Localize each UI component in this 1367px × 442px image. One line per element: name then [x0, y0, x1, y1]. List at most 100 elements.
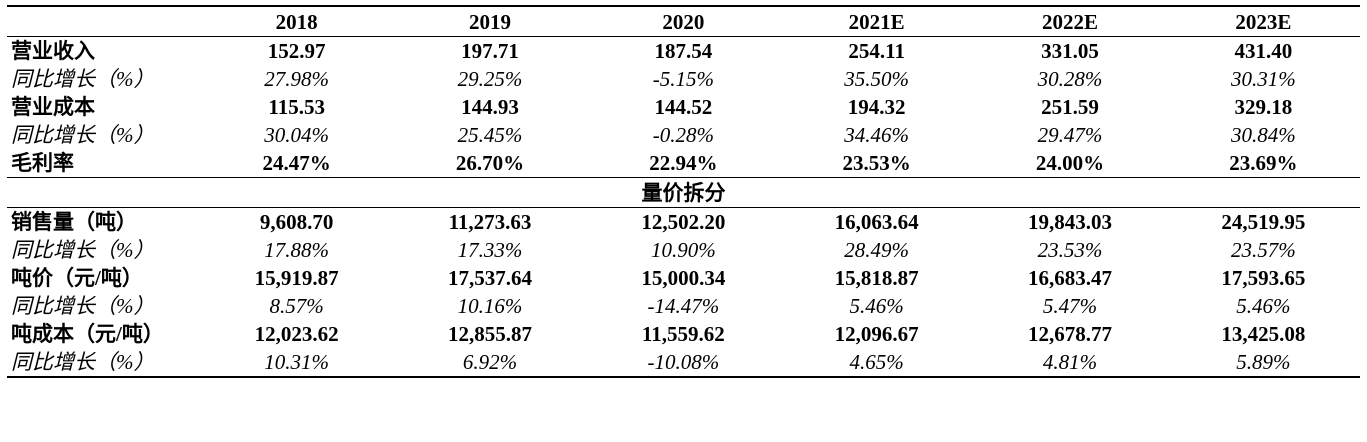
table-cell: 23.57% [1230, 238, 1296, 262]
table-cell: 8.57% [269, 294, 324, 318]
table-cell: 30.28% [1037, 67, 1103, 91]
table-cell: -5.15% [652, 67, 714, 91]
table-body-financials: 营业收入 152.97 197.71 187.54 254.11 331.05 431.40… [7, 37, 1360, 178]
table-row: 同比增长（%） 8.57% 10.16% -14.47% 5.46% 5.47% 5.46% [7, 292, 1360, 320]
row-label: 营业收入 [11, 39, 95, 63]
header-cell-2018: 2018 [200, 7, 394, 37]
table-cell: 4.81% [1042, 350, 1098, 374]
table-cell: 17.33% [457, 238, 523, 262]
table-cell: -10.08% [647, 350, 720, 374]
table-cell: 144.52 [654, 95, 713, 119]
table-row: 同比增长（%） 10.31% 6.92% -10.08% 4.65% 4.81% 5.89% [7, 348, 1360, 376]
table-cell: 26.70% [455, 151, 525, 175]
table-cell: 15,919.87 [254, 266, 339, 290]
header-cell-2020: 2020 [586, 7, 780, 37]
table-row: 同比增长（%） 27.98% 29.25% -5.15% 35.50% 30.28% 30.… [7, 65, 1360, 93]
table-cell: 34.46% [844, 123, 910, 147]
table-row: 同比增长（%） 17.88% 17.33% 10.90% 28.49% 23.53% 23.… [7, 236, 1360, 264]
table-cell: 12,678.77 [1027, 322, 1112, 346]
table-cell: 12,096.67 [834, 322, 919, 346]
header-cell-2021e: 2021E [780, 7, 974, 37]
table-cell: 27.98% [264, 67, 330, 91]
table-cell: 24,519.95 [1221, 210, 1306, 234]
table-cell: 10.90% [650, 238, 716, 262]
table-cell: 187.54 [654, 39, 713, 63]
table-cell: 16,063.64 [834, 210, 919, 234]
table-cell: 197.71 [461, 39, 519, 63]
table-cell: 5.89% [1236, 350, 1291, 374]
table-row: 吨价（元/吨） 15,919.87 17,537.64 15,000.34 15,818… [7, 264, 1360, 292]
table-cell: 30.04% [264, 123, 330, 147]
table-cell: -0.28% [652, 123, 714, 147]
section-title: 量价拆分 [7, 177, 1360, 208]
table-cell: 28.49% [844, 238, 910, 262]
table-cell: 29.25% [457, 67, 523, 91]
table-cell: 152.97 [267, 39, 326, 63]
table-cell: 115.53 [268, 95, 325, 119]
table-cell: 251.59 [1041, 95, 1099, 119]
forecast-table-container: 2018 2019 2020 2021E 2022E 2023E 营业收入 152… [7, 5, 1360, 378]
table-cell: 17,537.64 [448, 266, 532, 290]
table-cell: 10.31% [264, 350, 330, 374]
table-cell: 19,843.03 [1027, 210, 1112, 234]
row-label: 毛利率 [11, 151, 74, 175]
table-cell: 6.92% [462, 350, 518, 374]
table-cell: 5.46% [1236, 294, 1291, 318]
header-row: 2018 2019 2020 2021E 2022E 2023E [7, 7, 1360, 37]
table-row: 同比增长（%） 30.04% 25.45% -0.28% 34.46% 29.47% 30.… [7, 121, 1360, 149]
table-body-volume-price: 销售量（吨） 9,608.70 11,273.63 12,502.20 16,063.6… [7, 208, 1360, 377]
row-label: 同比增长（%） [11, 294, 155, 318]
table-cell: 11,273.63 [448, 210, 532, 234]
table-row: 吨成本（元/吨） 12,023.62 12,855.87 11,559.62 12,09… [7, 320, 1360, 348]
table-cell: 5.46% [849, 294, 904, 318]
header-cell-2022e: 2022E [973, 7, 1167, 37]
header-cell-2019: 2019 [393, 7, 587, 37]
table-cell: 22.94% [649, 151, 718, 175]
table-cell: -14.47% [647, 294, 720, 318]
table-cell: 12,502.20 [641, 210, 726, 234]
table-cell: 25.45% [457, 123, 523, 147]
row-label: 同比增长（%） [11, 238, 155, 262]
table-cell: 11,559.62 [641, 322, 725, 346]
table-row: 营业收入 152.97 197.71 187.54 254.11 331.05 431.40 [7, 37, 1360, 66]
table-cell: 16,683.47 [1027, 266, 1112, 290]
table-cell: 9,608.70 [259, 210, 334, 234]
table-cell: 15,818.87 [834, 266, 919, 290]
table-cell: 144.93 [461, 95, 519, 119]
table-cell: 30.31% [1230, 67, 1296, 91]
table-cell: 23.53% [842, 151, 911, 175]
table-row: 营业成本 115.53 144.93 144.52 194.32 251.59 329.18 [7, 93, 1360, 121]
table-cell: 12,023.62 [254, 322, 339, 346]
row-label: 同比增长（%） [11, 67, 155, 91]
row-label: 吨成本（元/吨） [11, 322, 164, 346]
row-label: 营业成本 [11, 95, 95, 119]
table-cell: 329.18 [1234, 95, 1293, 119]
table-cell: 254.11 [848, 39, 905, 63]
table-cell: 15,000.34 [641, 266, 726, 290]
table-cell: 35.50% [844, 67, 910, 91]
table-cell: 17.88% [264, 238, 330, 262]
table-cell: 24.00% [1035, 151, 1105, 175]
table-cell: 13,425.08 [1221, 322, 1306, 346]
row-label: 同比增长（%） [11, 350, 155, 374]
row-label: 同比增长（%） [11, 123, 155, 147]
table-cell: 431.40 [1234, 39, 1293, 63]
table-cell: 331.05 [1041, 39, 1099, 63]
header-cell-2023e: 2023E [1166, 7, 1360, 37]
table-row: 毛利率 24.47% 26.70% 22.94% 23.53% 24.00% 23.69% [7, 149, 1360, 178]
row-label: 吨价（元/吨） [11, 266, 143, 290]
table-cell: 4.65% [849, 350, 904, 374]
table-cell: 17,593.65 [1221, 266, 1306, 290]
forecast-table: 2018 2019 2020 2021E 2022E 2023E 营业收入 152… [7, 7, 1360, 376]
table-cell: 194.32 [847, 95, 906, 119]
header-cell-label [7, 7, 201, 37]
table-cell: 23.69% [1229, 151, 1298, 175]
table-cell: 23.53% [1037, 238, 1103, 262]
table-row: 销售量（吨） 9,608.70 11,273.63 12,502.20 16,063.6… [7, 208, 1360, 237]
table-cell: 12,855.87 [448, 322, 532, 346]
table-cell: 24.47% [262, 151, 331, 175]
table-cell: 29.47% [1037, 123, 1103, 147]
section-row: 量价拆分 [7, 177, 1360, 208]
table-cell: 30.84% [1230, 123, 1296, 147]
table-body-section: 量价拆分 [7, 177, 1360, 208]
